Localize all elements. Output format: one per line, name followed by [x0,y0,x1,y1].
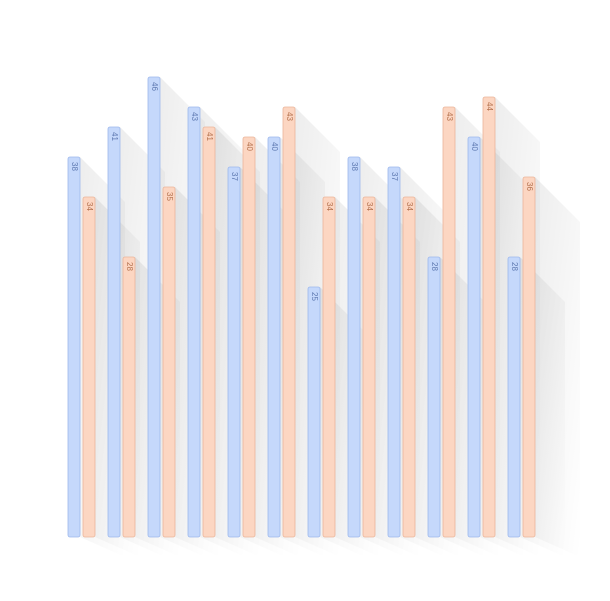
value-label: 34 [325,202,334,211]
bar [387,166,401,538]
bar [107,126,121,538]
value-label: 37 [230,172,239,181]
value-label: 43 [285,112,294,121]
bar [147,76,161,538]
value-label: 43 [190,112,199,121]
value-label: 40 [270,142,279,151]
bar [442,106,456,538]
value-label: 44 [485,102,494,111]
value-label: 38 [70,162,79,171]
bar [307,286,321,538]
bar [67,156,81,538]
value-label: 41 [205,132,214,141]
bar [347,156,361,538]
bar [242,136,256,538]
value-label: 28 [430,262,439,271]
bar [227,166,241,538]
bar [507,256,521,538]
bar [522,176,536,538]
bar [322,196,336,538]
value-label: 34 [405,202,414,211]
value-label: 37 [390,172,399,181]
bar [82,196,96,538]
bar [362,196,376,538]
bar [267,136,281,538]
value-label: 43 [445,112,454,121]
value-label: 28 [125,262,134,271]
bar [402,196,416,538]
bars: 38 41 46 43 37 40 25 38 37 28 40 28 34 28 35 41 40 43 34 34… [67,76,536,538]
bar-shadow [535,177,580,557]
value-label: 25 [310,292,319,301]
bar [187,106,201,538]
value-label: 40 [245,142,254,151]
value-label: 34 [85,202,94,211]
bar [122,256,136,538]
value-label: 35 [165,192,174,201]
value-label: 41 [110,132,119,141]
bar [202,126,216,538]
bar [482,96,496,538]
value-label: 34 [365,202,374,211]
bar [162,186,176,538]
bar [427,256,441,538]
bar [467,136,481,538]
bar [282,106,296,538]
value-label: 40 [470,142,479,151]
value-label: 38 [350,162,359,171]
value-label: 36 [525,182,534,191]
value-label: 46 [150,82,159,91]
value-label: 28 [510,262,519,271]
